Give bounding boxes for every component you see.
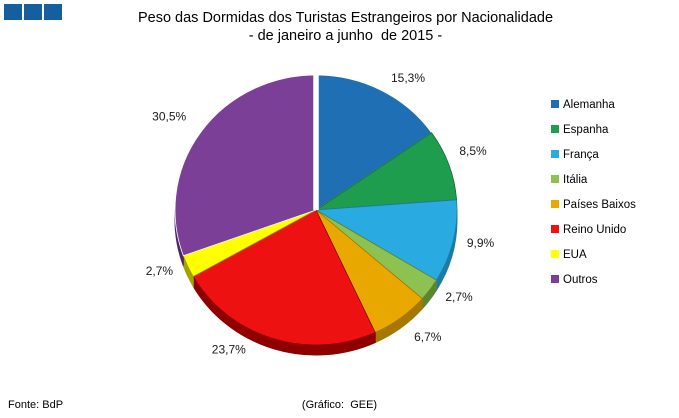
svg-text:2,7%: 2,7%: [445, 290, 473, 304]
svg-text:9,9%: 9,9%: [467, 236, 495, 250]
svg-text:2,7%: 2,7%: [146, 264, 174, 278]
svg-text:30,5%: 30,5%: [152, 109, 186, 123]
svg-text:23,7%: 23,7%: [212, 343, 246, 357]
svg-text:15,3%: 15,3%: [391, 71, 425, 85]
svg-text:6,7%: 6,7%: [414, 330, 442, 344]
svg-text:8,5%: 8,5%: [459, 144, 487, 158]
